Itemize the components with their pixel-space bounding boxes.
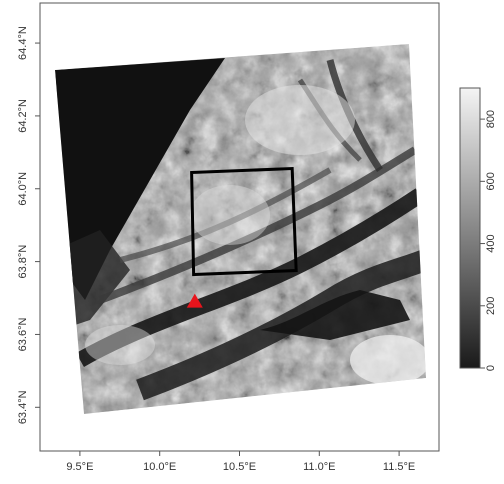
y-tick-label: 64.2°N	[17, 99, 29, 133]
legend-colorbar	[459, 87, 481, 369]
legend-tick-label: 0	[485, 365, 497, 371]
elevation-raster	[55, 44, 426, 414]
legend-tick-label: 200	[485, 297, 497, 315]
x-tick-label: 11.0°E	[303, 461, 335, 473]
legend-tick-label: 800	[485, 110, 497, 128]
y-tick-label: 63.8°N	[17, 245, 29, 279]
x-tick-label: 11.5°E	[383, 461, 415, 473]
x-tick-label: 10.0°E	[143, 461, 176, 473]
legend-tick-label: 400	[485, 234, 497, 252]
y-axis: 63.4°N 63.6°N 63.8°N 64.0°N 64.2°N 64.4°N	[17, 26, 40, 424]
y-tick-label: 63.4°N	[17, 390, 29, 424]
y-tick-label: 63.6°N	[17, 318, 29, 352]
x-tick-label: 10.5°E	[223, 461, 256, 473]
y-tick-label: 64.4°N	[17, 26, 29, 60]
y-tick-label: 64.0°N	[17, 172, 29, 206]
legend-tick-label: 600	[485, 172, 497, 190]
x-tick-label: 9.5°E	[66, 461, 93, 473]
x-axis: 9.5°E 10.0°E 10.5°E 11.0°E 11.5°E	[66, 451, 415, 473]
study-area-box	[190, 166, 298, 277]
elevation-legend: 0 200 400 600 800	[459, 87, 497, 371]
location-marker-triangle	[186, 293, 203, 308]
